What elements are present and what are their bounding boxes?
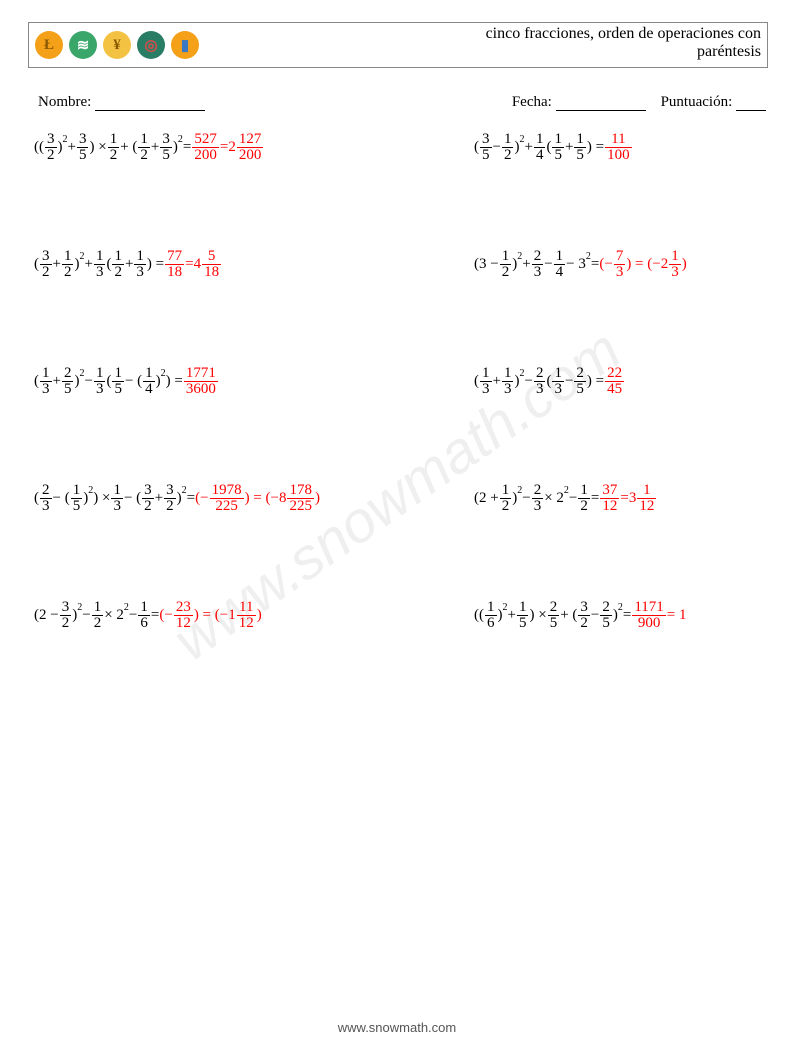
header-icons: Ł≋¥◎▮ [29, 31, 199, 59]
info-line: Nombre: Fecha: Puntuación: [38, 94, 766, 111]
problem: (2 + 12)2 − 23 × 22 − 12 = 3712 = 3112 [474, 483, 764, 514]
problem-row: ((32)2 + 35) × 12 + (12 + 35)2 = 527200 … [34, 132, 764, 163]
problem: (13 + 13)2 − 23(13 − 25) = 2245 [474, 366, 764, 397]
problem-row: (32 + 12)2 + 13(12 + 13) = 7718 = 4518(3… [34, 249, 764, 280]
title-line2: paréntesis [697, 43, 761, 60]
worksheet-title: cinco fracciones, orden de operaciones c… [486, 25, 761, 61]
problem: (23 − (15)2) × 13 − (32 + 32)2 = (−19782… [34, 483, 474, 514]
footer-url: www.snowmath.com [0, 1020, 794, 1035]
score-label: Puntuación: [661, 94, 733, 110]
coin-l-icon: Ł [35, 31, 63, 59]
problem-row: (13 + 25)2 − 13(15 − (14)2) = 17713600(1… [34, 366, 764, 397]
score-blank[interactable] [736, 96, 766, 111]
problem: (3 − 12)2 + 23 − 14 − 32 = (−73) = (−213… [474, 249, 764, 280]
card-hand-icon: ▮ [171, 31, 199, 59]
name-blank[interactable] [95, 96, 205, 111]
problem: (13 + 25)2 − 13(15 − (14)2) = 17713600 [34, 366, 474, 397]
cash-stack-icon: ≋ [69, 31, 97, 59]
problem: (2 − 32)2 − 12 × 22 − 16 = (−2312) = (−1… [34, 600, 474, 631]
problem-row: (2 − 32)2 − 12 × 22 − 16 = (−2312) = (−1… [34, 600, 764, 631]
problem: (32 + 12)2 + 13(12 + 13) = 7718 = 4518 [34, 249, 474, 280]
problem: (35 − 12)2 + 14(15 + 15) = 11100 [474, 132, 764, 163]
date-label: Fecha: [512, 94, 552, 110]
header-box: Ł≋¥◎▮ cinco fracciones, orden de operaci… [28, 22, 768, 68]
coins-yen-icon: ¥ [103, 31, 131, 59]
problems-grid: ((32)2 + 35) × 12 + (12 + 35)2 = 527200 … [34, 132, 764, 717]
date-blank[interactable] [556, 96, 646, 111]
problem: ((16)2 + 15) × 25 + (32 − 25)2 = 1171900… [474, 600, 764, 631]
problem-row: (23 − (15)2) × 13 − (32 + 32)2 = (−19782… [34, 483, 764, 514]
name-label: Nombre: [38, 94, 91, 110]
problem: ((32)2 + 35) × 12 + (12 + 35)2 = 527200 … [34, 132, 474, 163]
title-line1: cinco fracciones, orden de operaciones c… [486, 25, 761, 42]
safe-box-icon: ◎ [137, 31, 165, 59]
